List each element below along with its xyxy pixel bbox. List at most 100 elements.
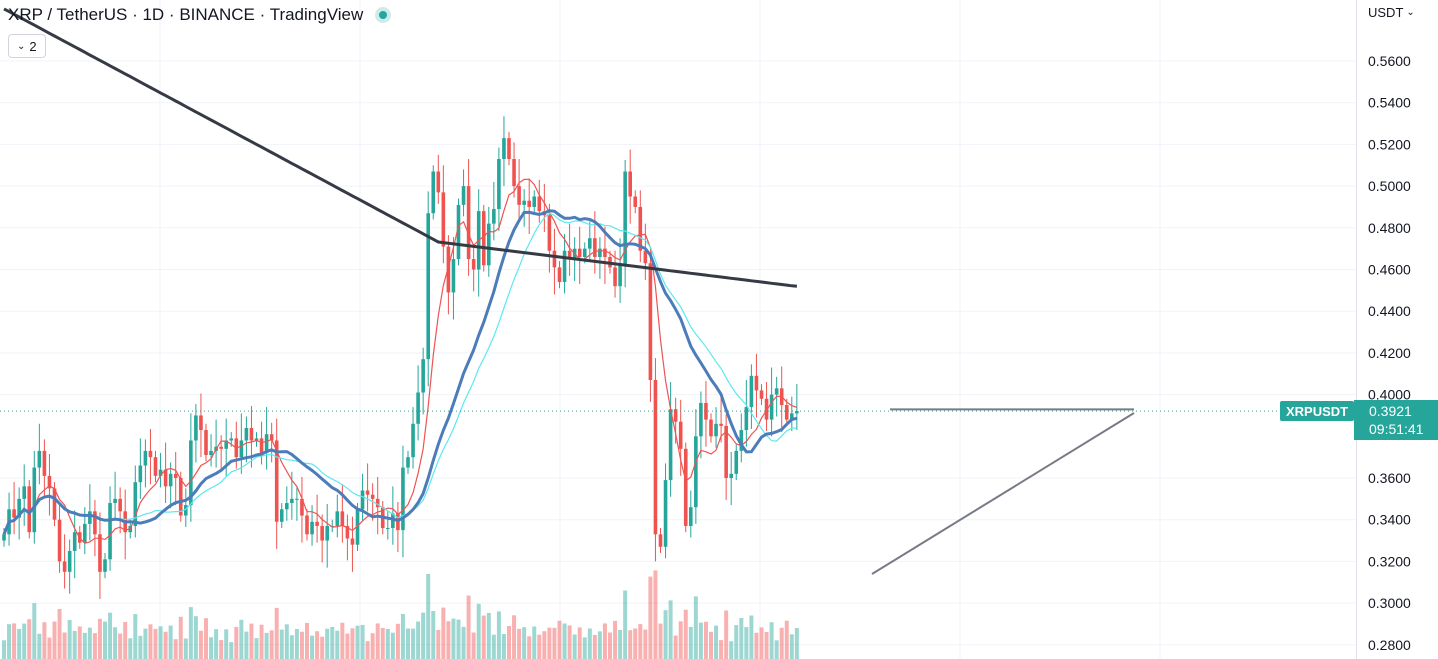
candle-body (769, 394, 774, 420)
y-tick-label: 0.3000 (1368, 595, 1411, 611)
candle-body (436, 171, 441, 193)
volume-bar (370, 633, 375, 659)
volume-bar (537, 634, 542, 659)
candle-body (72, 532, 77, 551)
volume-bar (209, 637, 214, 659)
candle-body (67, 550, 72, 572)
candle-body (345, 525, 350, 539)
volume-bar (628, 630, 633, 659)
volume-bar (507, 626, 511, 659)
volume-bar (72, 630, 77, 659)
volume-bar (360, 624, 365, 659)
ma-long-line (3, 7, 798, 288)
volume-bar (739, 618, 744, 659)
volume-bar (113, 627, 118, 659)
candle-body (370, 494, 375, 499)
candle-body (790, 413, 794, 420)
volume-bar (623, 590, 628, 659)
volume-bar (310, 635, 315, 659)
volume-bar (658, 623, 663, 659)
candle-body (360, 490, 365, 510)
market-open-icon (375, 7, 392, 23)
candle-body (178, 478, 183, 516)
candle-body (153, 457, 158, 476)
volume-bar (724, 610, 729, 659)
candle-body (582, 248, 587, 257)
candle-body (471, 259, 476, 270)
volume-bar (254, 638, 259, 659)
volume-bar (103, 621, 107, 659)
volume-bar (441, 607, 446, 659)
volume-bar (517, 628, 522, 659)
candle-body (12, 509, 16, 518)
candle-body (375, 498, 380, 508)
candle-body (290, 498, 294, 504)
candle-body (547, 215, 552, 251)
candle-body (446, 246, 451, 293)
candle-body (673, 409, 678, 422)
ma-short-line (3, 178, 798, 544)
volume-bar (431, 611, 436, 659)
volume-bar (698, 622, 703, 659)
candle-body (224, 440, 228, 449)
volume-bar (128, 638, 133, 659)
volume-bar (794, 628, 799, 659)
volume-bar (547, 627, 552, 659)
candle-body (719, 423, 723, 426)
volume-bar (168, 625, 173, 659)
candle-body (295, 498, 299, 500)
volume-bar (204, 618, 208, 659)
volume-bar (714, 625, 719, 659)
candle-body (744, 407, 749, 431)
candle-body (426, 213, 430, 360)
candle-body (603, 248, 607, 257)
candle-body (47, 475, 52, 489)
candle-body (340, 511, 345, 526)
volume-bar (244, 631, 249, 659)
price-axis-bg (1356, 0, 1438, 659)
candle-body (638, 206, 643, 251)
currency-selector[interactable]: USDT ⌄ (1368, 5, 1415, 20)
volume-bar (557, 620, 562, 659)
trend-drawings[interactable] (871, 408, 1135, 575)
candle-body (557, 267, 562, 283)
volume-bar (789, 634, 794, 659)
candle-body (62, 561, 67, 572)
volume-bar (234, 626, 239, 659)
volume-bar (749, 615, 754, 659)
candle-body (209, 450, 213, 456)
candle-body (512, 158, 516, 187)
volume-bar (577, 627, 582, 659)
volume-bar (501, 634, 506, 659)
price-axis[interactable]: 0.5600 0.5400 0.5200 0.5000 0.4800 0.4600 0.44… (1356, 0, 1438, 659)
volume-bar (269, 630, 274, 659)
candle-body (219, 446, 223, 449)
candle-body (537, 196, 542, 212)
candle-body (32, 467, 37, 533)
candle-body (739, 430, 744, 451)
volume-bar (709, 631, 713, 659)
candle-body (335, 511, 340, 526)
volume-bar (67, 620, 72, 659)
volume-bar (653, 570, 658, 659)
y-tick-label: 0.4200 (1368, 345, 1411, 361)
volume-bar (779, 627, 784, 659)
volume-bar (638, 624, 643, 659)
collapse-indicators-button[interactable]: ⌄ 2 (8, 34, 46, 58)
volume-bar (744, 627, 749, 659)
candle-body (668, 409, 673, 481)
candle-body (517, 186, 521, 205)
y-tick-label: 0.5000 (1368, 178, 1411, 194)
candle-body (643, 250, 648, 264)
volume-bar (375, 623, 380, 659)
symbol-title[interactable]: XRP / TetherUS · 1D · BINANCE · TradingV… (8, 5, 364, 24)
candle-body (189, 440, 193, 506)
volume-bars (2, 570, 799, 659)
y-tick-label: 0.3600 (1368, 470, 1411, 486)
volume-bar (774, 640, 779, 659)
candle-body (204, 430, 208, 456)
volume-bar (178, 616, 183, 659)
volume-bar (330, 627, 335, 659)
